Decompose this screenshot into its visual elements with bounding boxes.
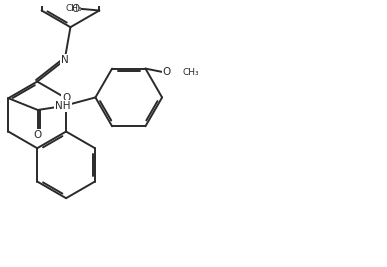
Text: O: O	[72, 3, 80, 14]
Text: CH₃: CH₃	[66, 4, 82, 13]
Text: O: O	[163, 68, 171, 77]
Text: O: O	[34, 131, 42, 140]
Text: N: N	[61, 55, 68, 65]
Text: CH₃: CH₃	[183, 68, 199, 77]
Text: O: O	[62, 93, 70, 103]
Text: NH: NH	[55, 101, 71, 111]
